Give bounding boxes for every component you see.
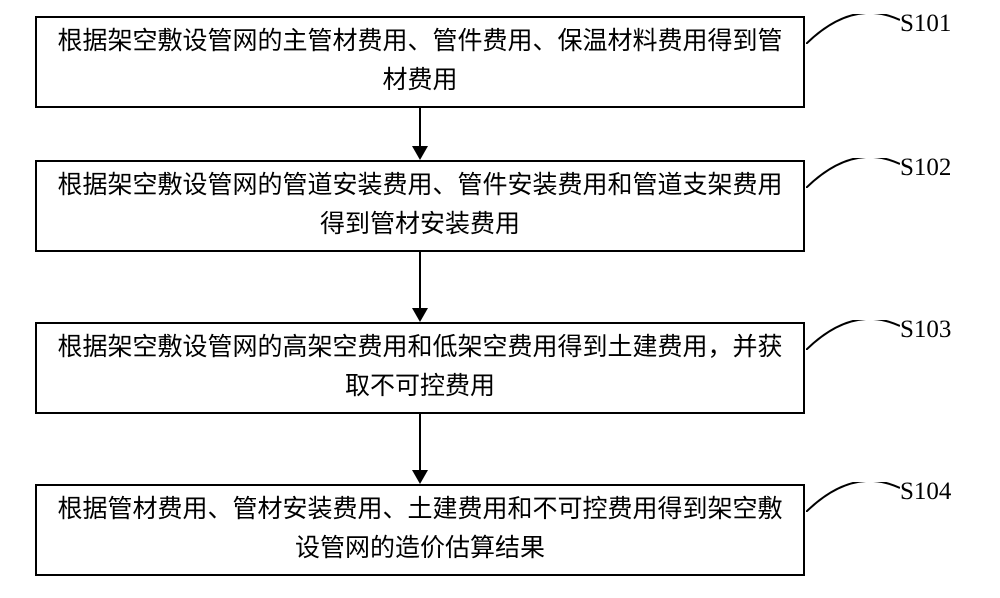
step-box-3: 根据架空敷设管网的高架空费用和低架空费用得到土建费用，并获取不可控费用 — [35, 322, 805, 414]
step-curve-1 — [806, 14, 900, 44]
step-curve-3 — [806, 320, 900, 350]
step-label-4: S104 — [900, 478, 951, 506]
connector-3 — [412, 414, 428, 484]
step-text-1: 根据架空敷设管网的主管材费用、管件费用、保温材料费用得到管材费用 — [49, 23, 791, 101]
step-label-2: S102 — [900, 154, 951, 182]
step-box-2: 根据架空敷设管网的管道安装费用、管件安装费用和管道支架费用得到管材安装费用 — [35, 160, 805, 252]
step-box-1: 根据架空敷设管网的主管材费用、管件费用、保温材料费用得到管材费用 — [35, 16, 805, 108]
step-curve-4 — [806, 482, 900, 512]
connector-1 — [412, 108, 428, 160]
step-curve-2 — [806, 158, 900, 188]
step-box-4: 根据管材费用、管材安装费用、土建费用和不可控费用得到架空敷设管网的造价估算结果 — [35, 484, 805, 576]
step-text-2: 根据架空敷设管网的管道安装费用、管件安装费用和管道支架费用得到管材安装费用 — [49, 167, 791, 245]
step-text-3: 根据架空敷设管网的高架空费用和低架空费用得到土建费用，并获取不可控费用 — [49, 329, 791, 407]
connector-2 — [412, 252, 428, 322]
step-text-4: 根据管材费用、管材安装费用、土建费用和不可控费用得到架空敷设管网的造价估算结果 — [49, 491, 791, 569]
step-label-1: S101 — [900, 10, 951, 38]
step-label-3: S103 — [900, 316, 951, 344]
